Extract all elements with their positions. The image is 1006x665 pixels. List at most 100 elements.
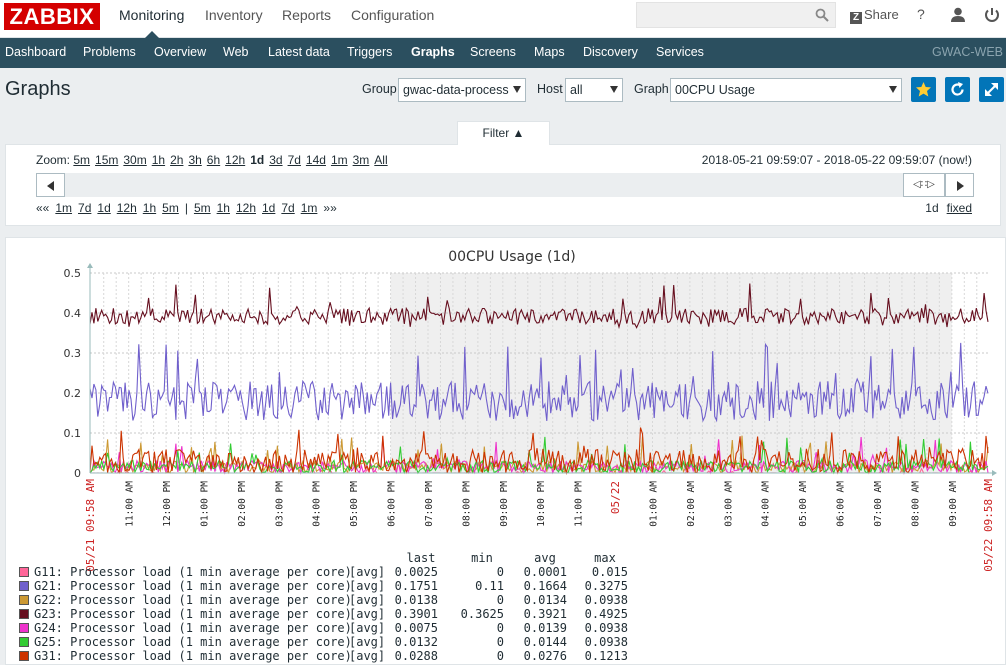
zoom-link-14d[interactable]: 14d [305, 153, 326, 167]
legend-row: G11: Processor load (1 min average per c… [19, 565, 639, 579]
chevron-down-icon [513, 86, 521, 93]
x-tick-label: 04:00 AM [761, 481, 772, 527]
zoom-link-12h[interactable]: 12h [225, 153, 246, 167]
forward-link-7d[interactable]: 7d [281, 201, 295, 215]
menu-inventory[interactable]: Inventory [205, 7, 263, 23]
subnav-overview[interactable]: Overview [154, 45, 207, 59]
x-tick-label: 07:00 PM [424, 481, 435, 527]
zoom-link-3d[interactable]: 3d [269, 153, 283, 167]
legend-row: G31: Processor load (1 min average per c… [19, 649, 639, 663]
x-tick-label: 03:00 PM [274, 481, 285, 527]
group-select-value: gwac-data-process [403, 83, 509, 97]
zoom-link-3h[interactable]: 3h [188, 153, 202, 167]
legend-row: G24: Processor load (1 min average per c… [19, 621, 639, 635]
host-select[interactable]: all [565, 78, 623, 102]
fixed-toggle-link[interactable]: fixed [946, 201, 972, 215]
subnav-graphs[interactable]: Graphs [411, 45, 455, 59]
forward-link-1h[interactable]: 1h [216, 201, 230, 215]
zoom-link-3m[interactable]: 3m [352, 153, 370, 167]
x-tick-label: 02:00 PM [237, 481, 248, 527]
forward-link-5m[interactable]: 5m [193, 201, 211, 215]
legend-function: [avg] [349, 621, 386, 635]
subnav-problems[interactable]: Problems [83, 45, 136, 59]
period-fixed: 1d fixed [925, 201, 972, 215]
legend-function: [avg] [349, 593, 386, 607]
back-link-7d[interactable]: 7d [78, 201, 92, 215]
search-input[interactable] [636, 2, 836, 28]
legend-series-name: G11: Processor load (1 min average per c… [34, 565, 352, 579]
subnav-triggers[interactable]: Triggers [347, 45, 393, 59]
user-profile-icon[interactable] [949, 6, 967, 24]
forward-link-1m[interactable]: 1m [300, 201, 318, 215]
star-icon [916, 82, 931, 97]
graph-select[interactable]: 00CPU Usage [670, 78, 902, 102]
legend-color-swatch [19, 581, 29, 591]
subnav-dashboard[interactable]: Dashboard [5, 45, 67, 59]
sign-out-icon[interactable] [983, 6, 1001, 24]
subnav-latest-data[interactable]: Latest data [268, 45, 330, 59]
legend-avg: 0.3921 [523, 607, 567, 621]
subnav-web[interactable]: Web [223, 45, 249, 59]
filter-toggle-tab[interactable]: Filter ▲ [457, 121, 550, 145]
legend-series-name: G24: Processor load (1 min average per c… [34, 621, 352, 635]
zoom-link-15m[interactable]: 15m [95, 153, 119, 167]
scroll-left-button[interactable] [36, 173, 65, 197]
fwd-suffix: »» [323, 201, 337, 215]
back-link-1h[interactable]: 1h [142, 201, 157, 215]
legend-avg: 0.0139 [523, 621, 567, 635]
active-menu-caret [145, 31, 159, 38]
legend-last: 0.0138 [394, 593, 438, 607]
sub-navigation: Dashboard Problems Overview Web Latest d… [0, 38, 1006, 68]
legend-series-name: G25: Processor load (1 min average per c… [34, 635, 352, 649]
zoom-link-All[interactable]: All [374, 153, 388, 167]
y-tick-label: 0.1 [64, 427, 82, 440]
legend-min: 0 [496, 593, 504, 607]
time-scrollbar[interactable] [36, 173, 974, 197]
zoom-controls: Zoom: 5m 15m 30m 1h 2h 3h 6h 12h 1d 3d 7d 14d 1m 3m Al… [36, 153, 393, 167]
forward-link-1d[interactable]: 1d [262, 201, 276, 215]
zoom-link-1d[interactable]: 1d [250, 153, 265, 167]
zoom-link-1h[interactable]: 1h [151, 153, 166, 167]
zoom-link-6h[interactable]: 6h [206, 153, 221, 167]
zoom-link-2h[interactable]: 2h [170, 153, 184, 167]
legend-color-swatch [19, 637, 29, 647]
back-link-12h[interactable]: 12h [116, 201, 137, 215]
back-link-5m[interactable]: 5m [162, 201, 179, 215]
forward-link-12h[interactable]: 12h [235, 201, 256, 215]
legend-avg: 0.0276 [523, 649, 567, 663]
legend-last: 0.0025 [394, 565, 438, 579]
fullscreen-button[interactable] [979, 77, 1004, 102]
y-tick-label: 0.5 [64, 267, 82, 280]
nav-separator: | [184, 201, 188, 215]
help-icon[interactable]: ? [917, 6, 925, 22]
menu-reports[interactable]: Reports [282, 7, 332, 23]
zabbix-logo[interactable]: ZABBIX [4, 3, 100, 30]
legend-color-swatch [19, 651, 29, 661]
back-link-1m[interactable]: 1m [55, 201, 73, 215]
add-to-favorites-button[interactable] [911, 77, 936, 102]
graph-select-value: 00CPU Usage [675, 83, 755, 97]
subnav-screens[interactable]: Screens [470, 45, 516, 59]
zoom-link-5m[interactable]: 5m [73, 153, 91, 167]
legend-last: 0.0132 [394, 635, 438, 649]
search-icon[interactable] [815, 8, 829, 22]
legend-avg: 0.0134 [523, 593, 567, 607]
group-select[interactable]: gwac-data-process [398, 78, 526, 102]
zoom-link-30m[interactable]: 30m [123, 153, 147, 167]
subnav-maps[interactable]: Maps [534, 45, 565, 59]
menu-configuration[interactable]: Configuration [351, 7, 435, 23]
legend-avg: 0.0001 [523, 565, 567, 579]
subnav-services[interactable]: Services [656, 45, 704, 59]
zoom-link-7d[interactable]: 7d [287, 153, 301, 167]
x-tick-label: 05/22 [609, 481, 622, 514]
legend-max: 0.0938 [584, 593, 628, 607]
share-button[interactable]: Z Share [850, 7, 899, 24]
subnav-discovery[interactable]: Discovery [583, 45, 638, 59]
back-link-1d[interactable]: 1d [97, 201, 111, 215]
menu-monitoring[interactable]: Monitoring [119, 7, 185, 23]
refresh-button[interactable] [945, 77, 970, 102]
chevron-down-icon [610, 86, 618, 93]
zoom-link-1m[interactable]: 1m [330, 153, 348, 167]
scrollbar-handle[interactable]: ◁∷▷ [903, 173, 945, 197]
scroll-right-button[interactable] [945, 173, 974, 197]
